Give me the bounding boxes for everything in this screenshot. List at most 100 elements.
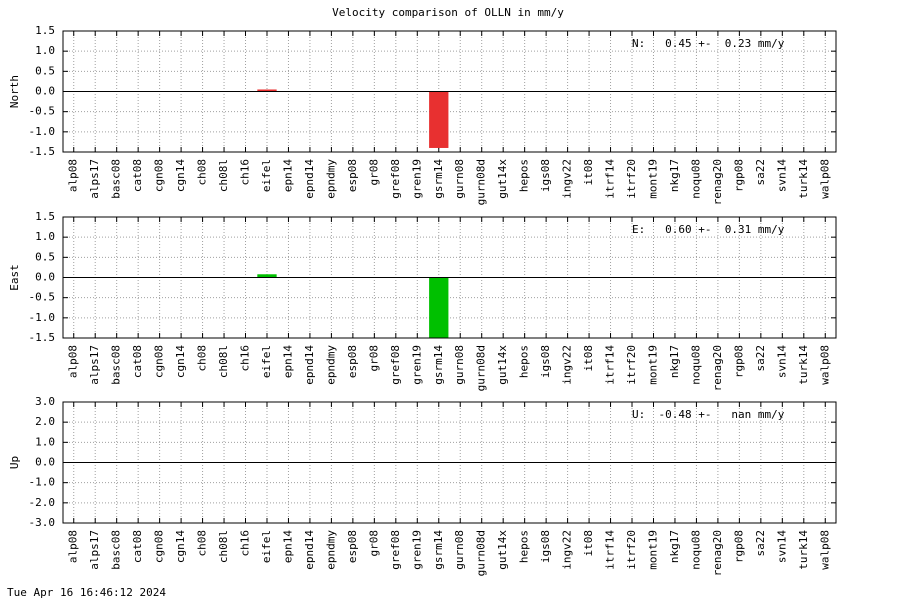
y-tick-label: 2.0 [35, 415, 55, 428]
x-tick-label: gsrm14 [432, 345, 445, 385]
x-tick-label: epndmy [324, 345, 337, 385]
y-tick-label: 1.0 [35, 230, 55, 243]
x-tick-label: igs08 [539, 159, 552, 192]
x-tick-label: epn14 [281, 345, 294, 378]
x-tick-label: esp08 [346, 159, 359, 192]
plot-frame [62, 216, 837, 339]
x-tick-label: alp08 [67, 159, 80, 192]
y-tick-label: 0.0 [35, 271, 55, 284]
x-tick-label: cat08 [131, 159, 144, 192]
x-tick-label: mont19 [646, 345, 659, 385]
x-tick-label: ch16 [239, 530, 252, 557]
x-tick-label: noqu08 [689, 345, 702, 385]
bar [429, 277, 449, 338]
x-tick-label: cat08 [131, 345, 144, 378]
x-tick-label: alp08 [67, 345, 80, 378]
x-tick-label: alps17 [88, 345, 101, 385]
x-tick-label: igs08 [539, 345, 552, 378]
x-tick-label: gsrm14 [432, 530, 445, 570]
bar [257, 274, 277, 278]
x-tick-label: ingv22 [561, 530, 574, 570]
x-tick-label: alps17 [88, 159, 101, 199]
x-tick-label: gref08 [389, 530, 402, 570]
y-tick-label: -1.0 [29, 311, 56, 324]
x-tick-label: alp08 [67, 530, 80, 563]
x-tick-label: itrf20 [625, 159, 638, 199]
x-tick-label: basc08 [110, 530, 123, 570]
y-tick-label: 0.5 [35, 250, 55, 263]
x-tick-label: gren19 [410, 345, 423, 385]
x-tick-label: basc08 [110, 159, 123, 199]
x-tick-label: renag20 [711, 530, 724, 576]
y-axis-label: North [8, 75, 21, 108]
x-tick-label: svn14 [775, 159, 788, 192]
x-tick-label: hepos [518, 530, 531, 563]
x-tick-label: gut14x [496, 530, 509, 570]
y-tick-label: 0.5 [35, 64, 55, 77]
y-tick-label: 0.0 [35, 85, 55, 98]
x-tick-label: it08 [582, 345, 595, 372]
x-tick-label: mont19 [646, 159, 659, 199]
x-tick-label: epnd14 [303, 345, 316, 385]
x-tick-label: renag20 [711, 159, 724, 205]
x-tick-label: cgn08 [153, 345, 166, 378]
y-tick-label: 1.5 [35, 210, 55, 223]
x-tick-label: ch08l [217, 159, 230, 192]
x-tick-label: gr08 [367, 159, 380, 186]
y-axis-label: East [8, 264, 21, 291]
x-tick-label: esp08 [346, 530, 359, 563]
x-tick-label: noqu08 [689, 530, 702, 570]
annotation: U: -0.48 +- nan mm/y [632, 408, 785, 421]
x-tick-label: alps17 [88, 530, 101, 570]
x-tick-label: gurn08d [475, 345, 488, 391]
x-tick-label: gurn08d [475, 159, 488, 205]
x-tick-label: sa22 [754, 159, 767, 186]
x-tick-label: sa22 [754, 530, 767, 557]
x-tick-label: gurn08 [453, 345, 466, 385]
x-tick-label: gurn08 [453, 530, 466, 570]
y-tick-label: 1.0 [35, 435, 55, 448]
y-tick-label: 1.0 [35, 44, 55, 57]
x-tick-label: walp08 [818, 345, 831, 385]
x-tick-label: rgp08 [732, 345, 745, 378]
page-title: Velocity comparison of OLLN in mm/y [332, 6, 564, 19]
x-tick-label: gren19 [410, 159, 423, 199]
annotation: E: 0.60 +- 0.31 mm/y [632, 223, 785, 236]
bar [429, 91, 449, 148]
x-tick-label: gurn08d [475, 530, 488, 576]
y-tick-label: -2.0 [29, 496, 56, 509]
x-tick-label: ch16 [239, 159, 252, 186]
x-tick-label: gut14x [496, 159, 509, 199]
x-tick-label: turk14 [797, 530, 810, 570]
x-tick-label: renag20 [711, 345, 724, 391]
x-tick-label: itrf14 [604, 159, 617, 199]
x-tick-label: ch08 [196, 530, 209, 557]
y-tick-label: 0.0 [35, 456, 55, 469]
x-tick-label: igs08 [539, 530, 552, 563]
x-tick-label: esp08 [346, 345, 359, 378]
bar [257, 89, 277, 92]
x-tick-label: ch16 [239, 345, 252, 372]
y-tick-label: -1.0 [29, 476, 56, 489]
x-tick-label: basc08 [110, 345, 123, 385]
x-tick-label: epnd14 [303, 159, 316, 199]
x-tick-label: mont19 [646, 530, 659, 570]
x-tick-label: walp08 [818, 530, 831, 570]
x-tick-label: cgn14 [174, 159, 187, 192]
x-tick-label: gr08 [367, 530, 380, 557]
y-tick-label: -0.5 [29, 105, 56, 118]
x-tick-label: gut14x [496, 345, 509, 385]
x-tick-label: walp08 [818, 159, 831, 199]
y-tick-label: 3.0 [35, 395, 55, 408]
x-tick-label: it08 [582, 530, 595, 557]
x-tick-label: cat08 [131, 530, 144, 563]
x-tick-label: gr08 [367, 345, 380, 372]
x-tick-label: epndmy [324, 530, 337, 570]
y-tick-label: -1.5 [29, 331, 56, 344]
x-tick-label: svn14 [775, 345, 788, 378]
x-tick-label: gref08 [389, 345, 402, 385]
x-tick-label: it08 [582, 159, 595, 186]
x-tick-label: nkg17 [668, 159, 681, 192]
footer-date: Tue Apr 16 16:46:12 2024 [7, 586, 166, 599]
y-tick-label: -0.5 [29, 291, 56, 304]
